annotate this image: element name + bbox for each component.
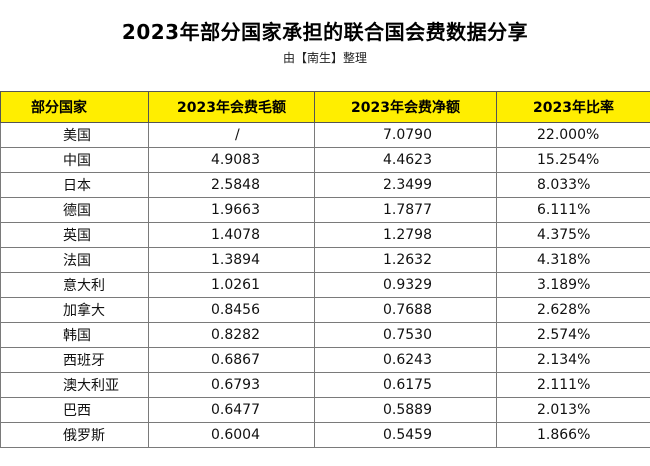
ratio-cell: 15.254% bbox=[496, 147, 650, 173]
gross-cell: / bbox=[148, 122, 315, 148]
net-cell: 2.3499 bbox=[314, 172, 497, 198]
net-cell: 0.6175 bbox=[314, 372, 497, 398]
ratio-cell: 6.111% bbox=[496, 197, 650, 223]
net-cell: 1.7877 bbox=[314, 197, 497, 223]
net-cell: 0.6243 bbox=[314, 347, 497, 373]
header-country: 部分国家 bbox=[0, 91, 149, 123]
dues-table: 部分国家 2023年会费毛额 2023年会费净额 2023年比率 美国/7.07… bbox=[0, 91, 650, 448]
ratio-cell: 22.000% bbox=[496, 122, 650, 148]
header-gross: 2023年会费毛额 bbox=[148, 91, 315, 123]
net-cell: 0.9329 bbox=[314, 272, 497, 298]
page-title: 2023年部分国家承担的联合国会费数据分享 bbox=[121, 20, 529, 44]
table-row: 西班牙 0.6867 0.6243 2.134% bbox=[0, 347, 650, 373]
header-net: 2023年会费净额 bbox=[314, 91, 497, 123]
table-row: 意大利 1.0261 0.9329 3.189% bbox=[0, 272, 650, 298]
table-row: 美国/7.0790 22.000% bbox=[0, 122, 650, 148]
ratio-cell: 8.033% bbox=[496, 172, 650, 198]
gross-cell: 0.6477 bbox=[148, 397, 315, 423]
net-cell: 0.5889 bbox=[314, 397, 497, 423]
gross-cell: 0.8282 bbox=[148, 322, 315, 348]
ratio-cell: 2.013% bbox=[496, 397, 650, 423]
net-cell: 4.4623 bbox=[314, 147, 497, 173]
net-cell: 1.2798 bbox=[314, 222, 497, 248]
ratio-cell: 2.628% bbox=[496, 297, 650, 323]
page-subtitle: 由【南生】整理 bbox=[282, 51, 367, 65]
gross-cell: 4.9083 bbox=[148, 147, 315, 173]
table-row: 巴西 0.6477 0.5889 2.013% bbox=[0, 397, 650, 423]
table-row: 加拿大 0.8456 0.7688 2.628% bbox=[0, 297, 650, 323]
table-row: 英国 1.4078 1.2798 4.375% bbox=[0, 222, 650, 248]
ratio-cell: 2.111% bbox=[496, 372, 650, 398]
gross-cell: 0.6867 bbox=[148, 347, 315, 373]
net-cell: 0.7688 bbox=[314, 297, 497, 323]
table-row: 澳大利亚 0.6793 0.6175 2.111% bbox=[0, 372, 650, 398]
net-cell: 1.2632 bbox=[314, 247, 497, 273]
net-cell: 0.5459 bbox=[314, 422, 497, 448]
country-cell: 意大利 bbox=[0, 272, 149, 298]
ratio-cell: 3.189% bbox=[496, 272, 650, 298]
gross-cell: 0.6004 bbox=[148, 422, 315, 448]
gross-cell: 1.3894 bbox=[148, 247, 315, 273]
country-cell: 加拿大 bbox=[0, 297, 149, 323]
country-cell: 巴西 bbox=[0, 397, 149, 423]
country-cell: 西班牙 bbox=[0, 347, 149, 373]
table-header-row: 部分国家 2023年会费毛额 2023年会费净额 2023年比率 bbox=[0, 91, 650, 123]
country-cell: 德国 bbox=[0, 197, 149, 223]
gross-cell: 2.5848 bbox=[148, 172, 315, 198]
country-cell: 中国 bbox=[0, 147, 149, 173]
table-row: 俄罗斯 0.6004 0.5459 1.866% bbox=[0, 422, 650, 448]
ratio-cell: 1.866% bbox=[496, 422, 650, 448]
gross-cell: 0.6793 bbox=[148, 372, 315, 398]
gross-cell: 1.0261 bbox=[148, 272, 315, 298]
table-row: 日本 2.5848 2.3499 8.033% bbox=[0, 172, 650, 198]
ratio-cell: 2.574% bbox=[496, 322, 650, 348]
country-cell: 澳大利亚 bbox=[0, 372, 149, 398]
table-row: 韩国 0.8282 0.7530 2.574% bbox=[0, 322, 650, 348]
net-cell: 7.0790 bbox=[314, 122, 497, 148]
country-cell: 美国 bbox=[0, 122, 149, 148]
ratio-cell: 2.134% bbox=[496, 347, 650, 373]
ratio-cell: 4.318% bbox=[496, 247, 650, 273]
table-row: 德国 1.9663 1.7877 6.111% bbox=[0, 197, 650, 223]
country-cell: 英国 bbox=[0, 222, 149, 248]
country-cell: 韩国 bbox=[0, 322, 149, 348]
ratio-cell: 4.375% bbox=[496, 222, 650, 248]
country-cell: 俄罗斯 bbox=[0, 422, 149, 448]
table-row: 中国 4.9083 4.4623 15.254% bbox=[0, 147, 650, 173]
header-ratio: 2023年比率 bbox=[496, 91, 650, 123]
country-cell: 日本 bbox=[0, 172, 149, 198]
gross-cell: 0.8456 bbox=[148, 297, 315, 323]
gross-cell: 1.4078 bbox=[148, 222, 315, 248]
net-cell: 0.7530 bbox=[314, 322, 497, 348]
table-row: 法国 1.3894 1.2632 4.318% bbox=[0, 247, 650, 273]
country-cell: 法国 bbox=[0, 247, 149, 273]
gross-cell: 1.9663 bbox=[148, 197, 315, 223]
